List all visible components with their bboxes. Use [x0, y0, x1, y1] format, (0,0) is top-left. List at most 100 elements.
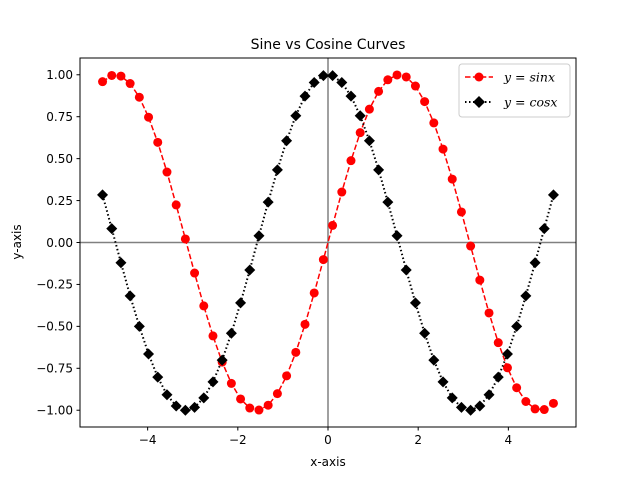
data-point-sin: [199, 301, 209, 311]
data-point-cos: [538, 223, 550, 235]
data-point-cos: [409, 297, 421, 309]
data-point-cos: [106, 223, 118, 235]
data-point-cos: [382, 196, 394, 208]
data-point-cos: [511, 320, 523, 332]
data-point-cos: [262, 196, 274, 208]
data-point-cos: [133, 320, 145, 332]
data-point-sin: [245, 403, 255, 413]
data-point-sin: [420, 97, 430, 107]
data-point-cos: [391, 230, 403, 242]
data-point-cos: [327, 70, 339, 82]
data-point-sin: [512, 383, 522, 393]
data-point-sin: [190, 268, 200, 278]
data-point-cos: [547, 189, 559, 201]
data-point-cos: [373, 164, 385, 176]
data-point-sin: [539, 405, 549, 415]
y-tick-label: 1.00: [46, 68, 73, 82]
legend-cos-marker: [473, 96, 485, 108]
data-point-cos: [345, 90, 357, 102]
y-tick-label: 0.75: [46, 110, 73, 124]
data-point-sin: [162, 167, 172, 177]
data-point-sin: [144, 112, 154, 122]
data-point-sin: [521, 397, 531, 407]
data-point-sin: [530, 404, 540, 414]
data-point-cos: [308, 76, 320, 88]
data-point-cos: [115, 257, 127, 269]
x-axis-label: x-axis: [310, 455, 345, 469]
data-point-cos: [465, 404, 477, 416]
data-point-cos: [400, 264, 412, 276]
data-point-sin: [374, 86, 384, 96]
data-point-cos: [235, 297, 247, 309]
data-point-sin: [392, 70, 402, 80]
data-point-sin: [438, 144, 448, 154]
data-point-sin: [125, 78, 135, 88]
legend-box: [458, 63, 571, 118]
y-tick-label: 0.00: [46, 236, 73, 250]
data-point-cos: [198, 392, 210, 404]
data-point-sin: [153, 137, 163, 147]
data-point-sin: [337, 187, 347, 197]
data-point-cos: [437, 376, 449, 388]
x-axis-ticks: −4 −2 0 2 4: [139, 427, 512, 447]
data-point-sin: [475, 275, 485, 285]
data-point-cos: [336, 76, 348, 88]
data-point-sin: [429, 118, 439, 128]
data-point-sin: [226, 378, 236, 388]
chart-title: Sine vs Cosine Curves: [251, 37, 406, 53]
x-tick-label: 4: [505, 433, 513, 447]
data-point-cos: [179, 404, 191, 416]
data-point-cos: [446, 392, 458, 404]
data-point-cos: [124, 290, 136, 302]
data-point-sin: [263, 400, 273, 410]
data-point-sin: [383, 75, 393, 85]
data-point-cos: [170, 400, 182, 412]
data-point-cos: [520, 290, 532, 302]
data-point-sin: [300, 319, 310, 329]
data-point-cos: [161, 389, 173, 401]
data-point-cos: [474, 400, 486, 412]
data-point-cos: [483, 389, 495, 401]
data-point-cos: [317, 70, 329, 82]
data-point-sin: [502, 363, 512, 373]
legend-sin-label: y = sinx: [503, 70, 555, 85]
data-point-cos: [244, 264, 256, 276]
x-tick-label: 2: [414, 433, 422, 447]
data-point-sin: [484, 308, 494, 318]
data-point-sin: [180, 234, 190, 244]
data-point-cos: [419, 327, 431, 339]
data-point-cos: [428, 354, 440, 366]
data-point-sin: [401, 72, 411, 82]
data-point-cos: [455, 401, 467, 413]
x-tick-label: −4: [139, 433, 157, 447]
data-point-sin: [410, 81, 420, 91]
series-line-sin: [102, 74, 554, 411]
data-point-sin: [355, 128, 365, 138]
y-tick-label: −0.50: [36, 320, 73, 334]
data-point-sin: [466, 241, 476, 251]
data-point-sin: [318, 255, 328, 265]
data-point-sin: [328, 220, 338, 230]
y-axis-label: y-axis: [10, 224, 24, 259]
data-point-cos: [143, 348, 155, 360]
series-sin: [98, 70, 558, 415]
data-point-cos: [189, 401, 201, 413]
y-tick-label: 0.25: [46, 194, 73, 208]
data-point-sin: [134, 92, 144, 102]
data-point-cos: [492, 371, 504, 383]
data-point-sin: [447, 174, 457, 184]
data-point-sin: [98, 77, 108, 87]
data-point-cos: [207, 376, 219, 388]
data-point-cos: [97, 189, 109, 201]
data-point-sin: [254, 405, 264, 415]
y-tick-label: 0.50: [46, 152, 73, 166]
data-point-cos: [501, 348, 513, 360]
data-point-cos: [216, 354, 228, 366]
data-point-sin: [493, 338, 503, 348]
data-point-sin: [456, 207, 466, 217]
y-axis-ticks: −1.00 −0.75 −0.50 −0.25 0.00 0.25 0.50 0.75 1.00: [36, 68, 80, 418]
data-point-cos: [290, 110, 302, 122]
x-tick-label: −2: [229, 433, 247, 447]
data-point-sin: [171, 200, 181, 210]
